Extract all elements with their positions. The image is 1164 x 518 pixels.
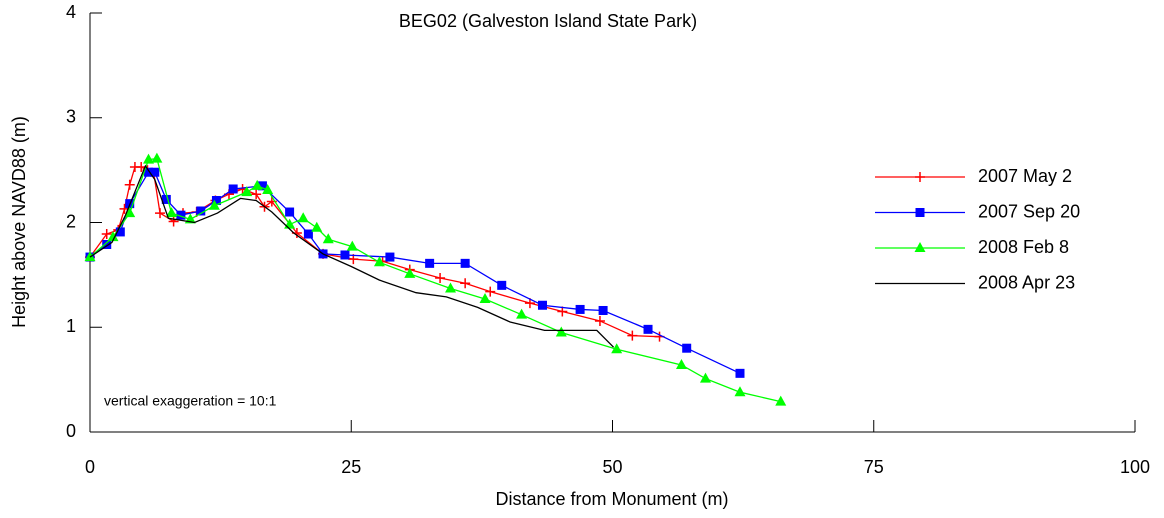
marker: [425, 258, 435, 268]
marker: [168, 216, 179, 227]
series-line: [89, 166, 660, 338]
marker: [161, 194, 171, 204]
legend-marker: [915, 172, 925, 182]
marker: [404, 267, 416, 278]
marker: [516, 308, 528, 319]
y-tick-label: 4: [66, 2, 76, 22]
legend-marker: [914, 242, 926, 252]
x-tick-label: 100: [1120, 457, 1150, 477]
x-tick-label: 75: [864, 457, 884, 477]
annotation: vertical exaggeration = 10:1: [104, 393, 277, 409]
marker: [151, 152, 163, 163]
marker: [643, 324, 653, 334]
marker: [594, 315, 605, 326]
x-tick-label: 25: [341, 457, 361, 477]
marker: [211, 196, 221, 206]
marker: [251, 189, 262, 200]
marker: [166, 207, 178, 218]
marker: [735, 368, 745, 378]
y-tick-label: 0: [66, 421, 76, 441]
y-tick-label: 2: [66, 211, 76, 231]
y-tick-label: 1: [66, 316, 76, 336]
marker: [575, 304, 585, 314]
marker: [262, 184, 274, 195]
marker: [176, 210, 186, 220]
marker: [537, 300, 547, 310]
marker: [373, 256, 385, 267]
x-axis-label: Distance from Monument (m): [495, 489, 728, 509]
marker: [124, 179, 135, 190]
marker: [303, 229, 313, 239]
series-line: [89, 164, 615, 348]
marker: [385, 252, 395, 262]
marker: [445, 282, 457, 293]
x-tick-label: 0: [85, 457, 95, 477]
marker: [311, 221, 323, 232]
marker: [700, 372, 712, 383]
marker: [84, 251, 96, 262]
marker: [598, 305, 608, 315]
marker: [460, 278, 471, 289]
legend-label: 2007 May 2: [978, 166, 1072, 186]
marker: [322, 233, 334, 244]
marker: [196, 206, 206, 216]
legend-marker: [915, 208, 925, 217]
marker: [485, 286, 496, 297]
legend-label: 2008 Feb 8: [978, 237, 1069, 257]
marker: [340, 250, 350, 260]
series-line: [89, 171, 741, 374]
marker: [150, 167, 160, 177]
marker: [284, 218, 296, 229]
y-tick-label: 3: [66, 107, 76, 127]
x-tick-label: 50: [602, 457, 622, 477]
marker: [479, 292, 491, 303]
marker: [155, 208, 166, 219]
marker: [102, 239, 112, 249]
marker: [228, 184, 238, 194]
marker: [285, 207, 295, 217]
marker: [107, 231, 119, 242]
marker: [734, 386, 746, 397]
marker: [251, 179, 263, 190]
marker: [124, 207, 136, 218]
marker: [557, 306, 568, 317]
series-line: [89, 157, 781, 403]
marker: [115, 227, 125, 237]
marker: [101, 229, 112, 240]
marker: [208, 199, 220, 210]
chart-title: BEG02 (Galveston Island State Park): [399, 11, 697, 31]
marker: [611, 343, 623, 354]
marker: [460, 258, 470, 268]
marker: [297, 212, 309, 223]
marker: [144, 167, 154, 177]
marker: [143, 153, 155, 164]
marker: [775, 395, 787, 406]
marker: [346, 240, 358, 251]
marker: [241, 186, 253, 197]
marker: [675, 358, 687, 369]
marker: [555, 326, 567, 337]
marker: [435, 273, 446, 284]
legend-label: 2007 Sep 20: [978, 201, 1080, 221]
marker: [497, 280, 507, 290]
marker: [257, 181, 267, 191]
marker: [682, 343, 692, 353]
y-axis-label: Height above NAVD88 (m): [9, 116, 29, 328]
legend-label: 2008 Apr 23: [978, 272, 1075, 292]
marker: [627, 330, 638, 341]
